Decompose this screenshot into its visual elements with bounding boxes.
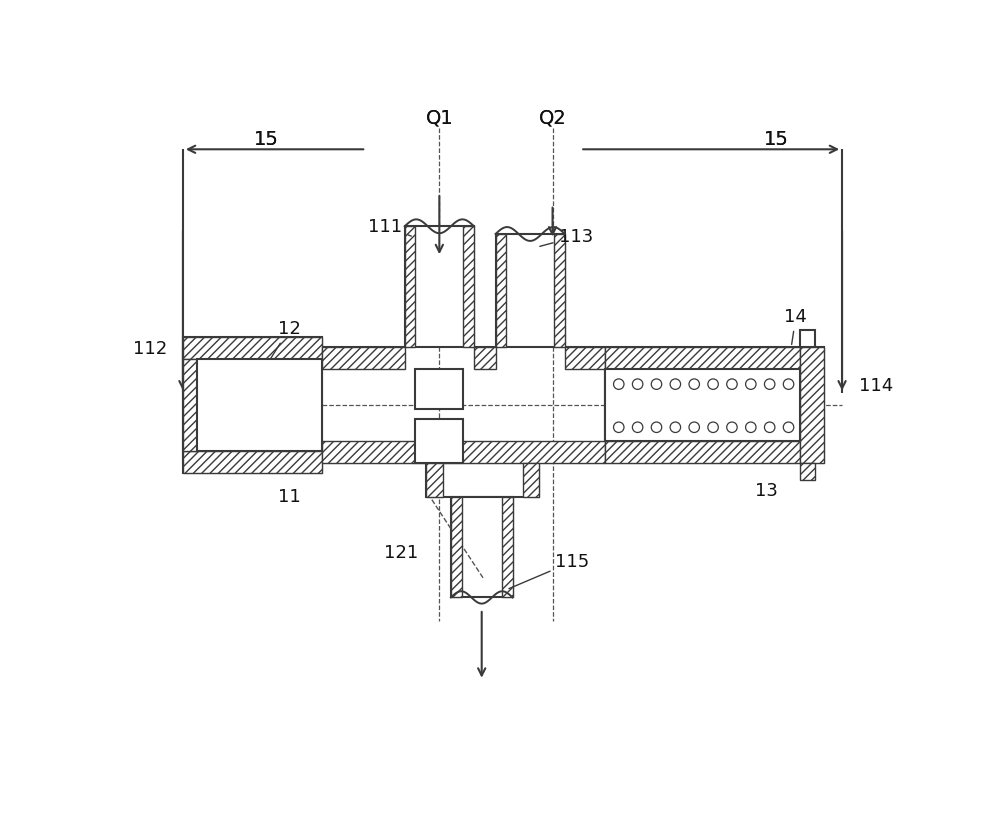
Text: 114: 114 xyxy=(859,376,893,394)
Bar xyxy=(451,497,462,597)
Text: 13: 13 xyxy=(755,482,778,500)
Bar xyxy=(463,227,474,347)
Text: 121: 121 xyxy=(384,544,418,562)
Bar xyxy=(183,452,322,473)
Text: Q2: Q2 xyxy=(539,108,566,127)
Bar xyxy=(451,497,512,597)
Bar xyxy=(496,234,506,347)
Bar xyxy=(800,347,824,462)
Text: 115: 115 xyxy=(509,552,590,589)
Text: Q1: Q1 xyxy=(425,108,453,127)
Text: 112: 112 xyxy=(133,341,168,358)
Bar xyxy=(322,347,405,369)
Bar xyxy=(800,330,815,347)
Text: 15: 15 xyxy=(763,130,788,149)
Bar xyxy=(405,227,474,347)
Bar xyxy=(415,440,463,441)
Bar xyxy=(496,234,565,347)
Bar xyxy=(415,369,463,409)
Bar xyxy=(426,462,443,497)
Bar xyxy=(605,347,824,462)
Bar xyxy=(183,359,197,452)
Bar xyxy=(523,462,539,497)
Text: 113: 113 xyxy=(540,227,593,246)
Bar xyxy=(554,234,565,347)
Bar xyxy=(183,337,322,359)
Bar xyxy=(197,359,322,452)
Text: Q1: Q1 xyxy=(425,108,453,127)
Text: 15: 15 xyxy=(254,130,279,149)
Bar xyxy=(322,441,605,462)
Text: 15: 15 xyxy=(763,130,788,149)
Bar xyxy=(565,347,605,369)
Bar xyxy=(474,347,496,369)
Bar xyxy=(605,441,800,462)
Bar xyxy=(405,227,415,347)
Text: 111: 111 xyxy=(368,218,411,237)
Text: 11: 11 xyxy=(278,488,301,506)
Bar xyxy=(605,347,800,369)
Bar xyxy=(426,462,539,497)
Text: 12: 12 xyxy=(260,320,301,375)
Bar xyxy=(502,497,512,597)
Text: 14: 14 xyxy=(784,308,807,344)
Bar xyxy=(800,462,815,480)
Bar xyxy=(183,337,322,473)
Text: 15: 15 xyxy=(254,130,279,149)
Text: Q2: Q2 xyxy=(539,108,566,127)
Bar xyxy=(605,369,800,441)
Bar xyxy=(415,418,463,462)
